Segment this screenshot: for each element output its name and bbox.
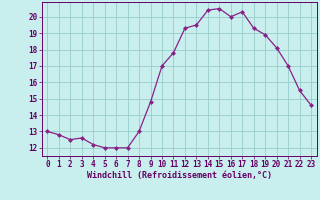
X-axis label: Windchill (Refroidissement éolien,°C): Windchill (Refroidissement éolien,°C) <box>87 171 272 180</box>
